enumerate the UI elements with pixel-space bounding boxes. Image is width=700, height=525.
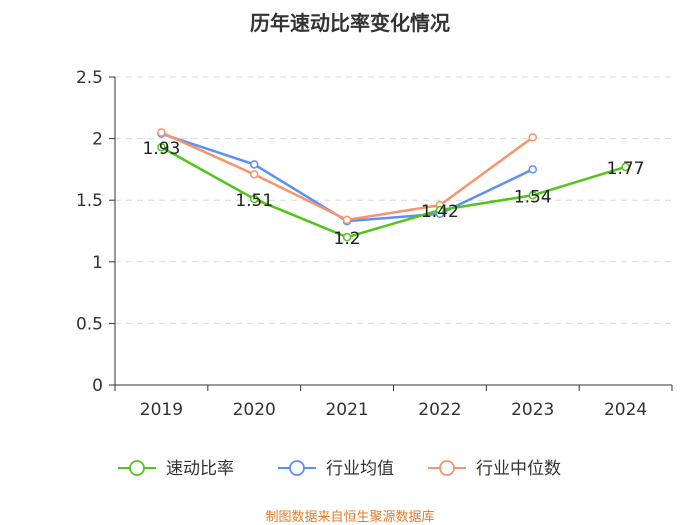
x-tick-label: 2023 bbox=[511, 400, 554, 420]
data-point[interactable] bbox=[342, 232, 352, 242]
legend-marker bbox=[289, 460, 305, 476]
x-tick-label: 2024 bbox=[604, 400, 647, 420]
x-tick-label: 2021 bbox=[325, 400, 368, 420]
y-tick-label: 2.5 bbox=[76, 68, 103, 88]
series-group bbox=[157, 128, 630, 242]
data-label: 1.51 bbox=[235, 191, 273, 211]
data-label: 1.93 bbox=[142, 139, 180, 159]
data-label: 1.2 bbox=[334, 229, 361, 249]
legend: 速动比率 行业均值 行业中位数 bbox=[118, 459, 561, 479]
legend-label[interactable]: 速动比率 bbox=[166, 459, 234, 479]
data-label: 1.77 bbox=[607, 159, 645, 179]
x-tick-label: 2020 bbox=[233, 400, 276, 420]
data-point[interactable] bbox=[528, 133, 537, 142]
source-note: 制图数据来自恒生聚源数据库 bbox=[265, 509, 434, 525]
grid-lines bbox=[115, 76, 672, 324]
y-tick-label: 0.5 bbox=[76, 314, 103, 334]
data-point[interactable] bbox=[250, 170, 259, 179]
data-point[interactable] bbox=[157, 142, 166, 152]
legend-marker bbox=[129, 460, 145, 476]
y-tick-label: 2 bbox=[92, 130, 103, 150]
data-point[interactable] bbox=[250, 160, 259, 169]
y-tick-label: 1 bbox=[92, 253, 103, 273]
data-point[interactable] bbox=[435, 205, 445, 215]
y-tick-label: 1.5 bbox=[76, 191, 103, 211]
data-point[interactable] bbox=[621, 162, 630, 172]
data-point[interactable] bbox=[528, 165, 537, 174]
y-tick-label: 0 bbox=[92, 376, 103, 396]
data-point[interactable] bbox=[342, 215, 352, 225]
series-line bbox=[160, 146, 626, 239]
legend-marker bbox=[439, 460, 455, 476]
data-label: 1.54 bbox=[514, 187, 552, 207]
data-point[interactable] bbox=[157, 128, 166, 137]
data-labels: 1.93 1.51 1.2 1.42 1.54 1.77 bbox=[142, 139, 644, 249]
axes: 0 0.5 1 1.5 2 2.5 2019 2020 2021 2022 2023 2024 bbox=[76, 68, 673, 420]
data-point[interactable] bbox=[528, 191, 537, 200]
series-line bbox=[160, 131, 534, 222]
legend-label[interactable]: 行业均值 bbox=[326, 459, 394, 479]
x-tick-label: 2022 bbox=[418, 400, 461, 420]
data-point[interactable] bbox=[250, 194, 259, 204]
data-label: 1.42 bbox=[421, 202, 459, 222]
chart-title: 历年速动比率变化情况 bbox=[250, 11, 450, 35]
legend-label[interactable]: 行业中位数 bbox=[476, 459, 561, 479]
x-tick-label: 2019 bbox=[140, 400, 183, 420]
